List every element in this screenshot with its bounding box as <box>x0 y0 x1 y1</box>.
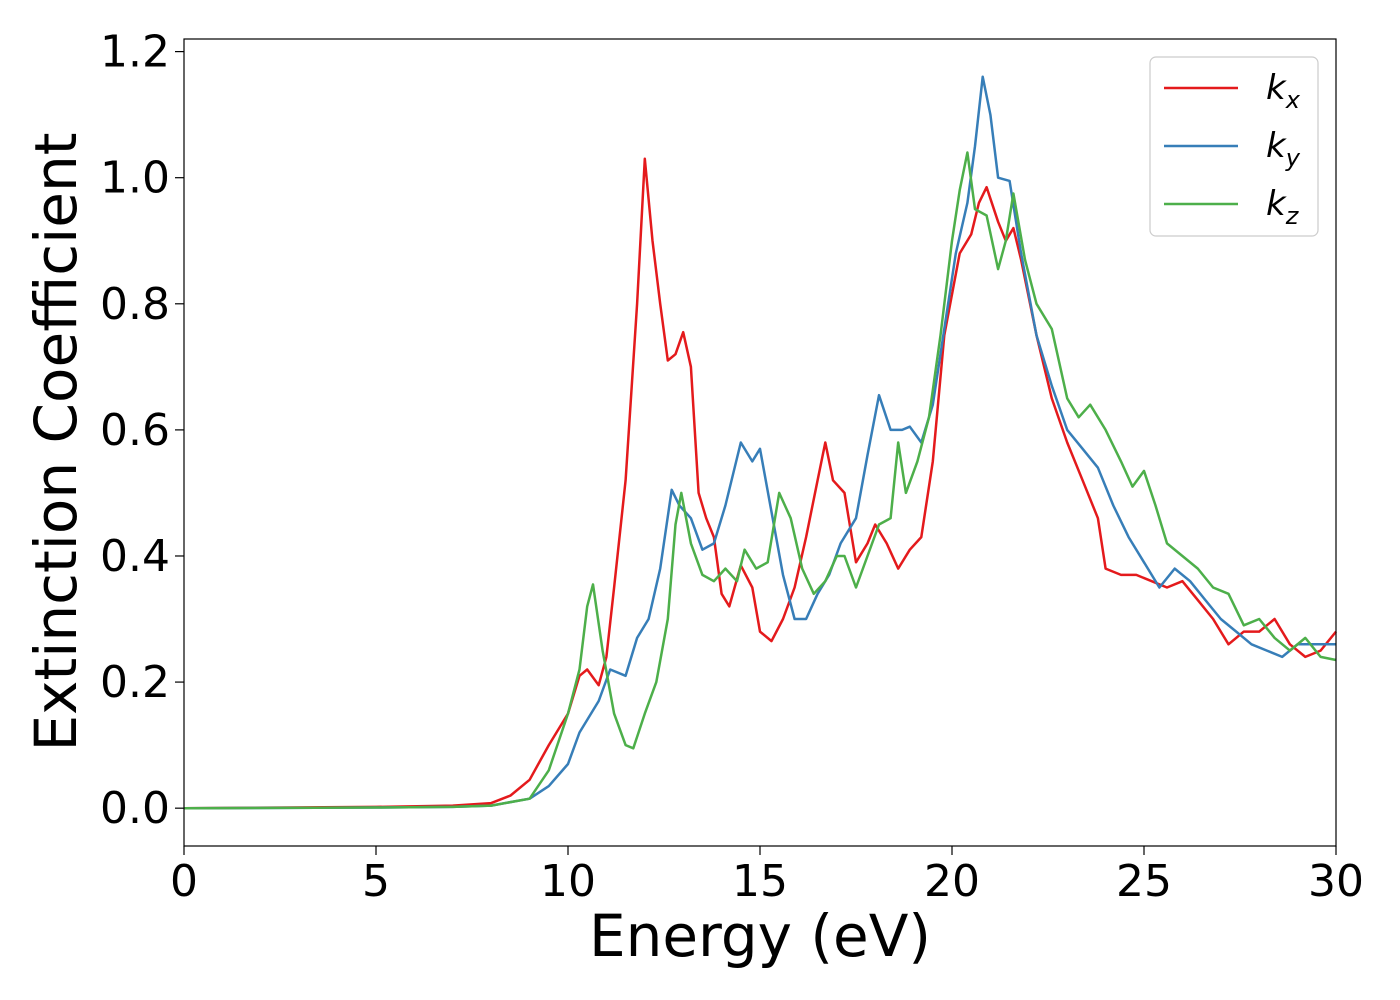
y-axis: 0.0 0.2 0.4 0.6 0.8 1.0 1.2 <box>100 27 184 834</box>
series-line-kx <box>183 157 1337 810</box>
x-tick-label: 0 <box>170 856 198 907</box>
series-line-kz <box>183 151 1337 810</box>
y-tick-label: 0.8 <box>100 279 170 330</box>
x-tick-label: 5 <box>362 856 390 907</box>
y-tick-label: 0.0 <box>100 783 170 834</box>
y-tick-label: 0.6 <box>100 405 170 456</box>
series-layer <box>183 75 1337 810</box>
y-tick-label: 1.0 <box>100 153 170 204</box>
x-axis-label: Energy (eV) <box>589 902 931 970</box>
legend-label-kx: kx <box>1266 68 1301 114</box>
legend: kx ky kz <box>1149 56 1319 237</box>
legend-label-kz: kz <box>1266 184 1300 230</box>
y-axis-label: Extinction Coefficient <box>22 133 90 752</box>
y-tick-label: 0.2 <box>100 657 170 708</box>
series-line-ky <box>183 75 1336 810</box>
y-tick-label: 1.2 <box>100 27 170 78</box>
x-tick-label: 25 <box>1116 856 1172 907</box>
x-tick-label: 10 <box>540 856 596 907</box>
x-tick-label: 20 <box>924 856 980 907</box>
x-tick-label: 30 <box>1308 856 1364 907</box>
legend-label-ky: ky <box>1266 126 1301 172</box>
y-tick-label: 0.4 <box>100 531 170 582</box>
x-tick-label: 15 <box>732 856 788 907</box>
x-axis: 0 5 10 15 20 25 30 <box>170 846 1364 907</box>
